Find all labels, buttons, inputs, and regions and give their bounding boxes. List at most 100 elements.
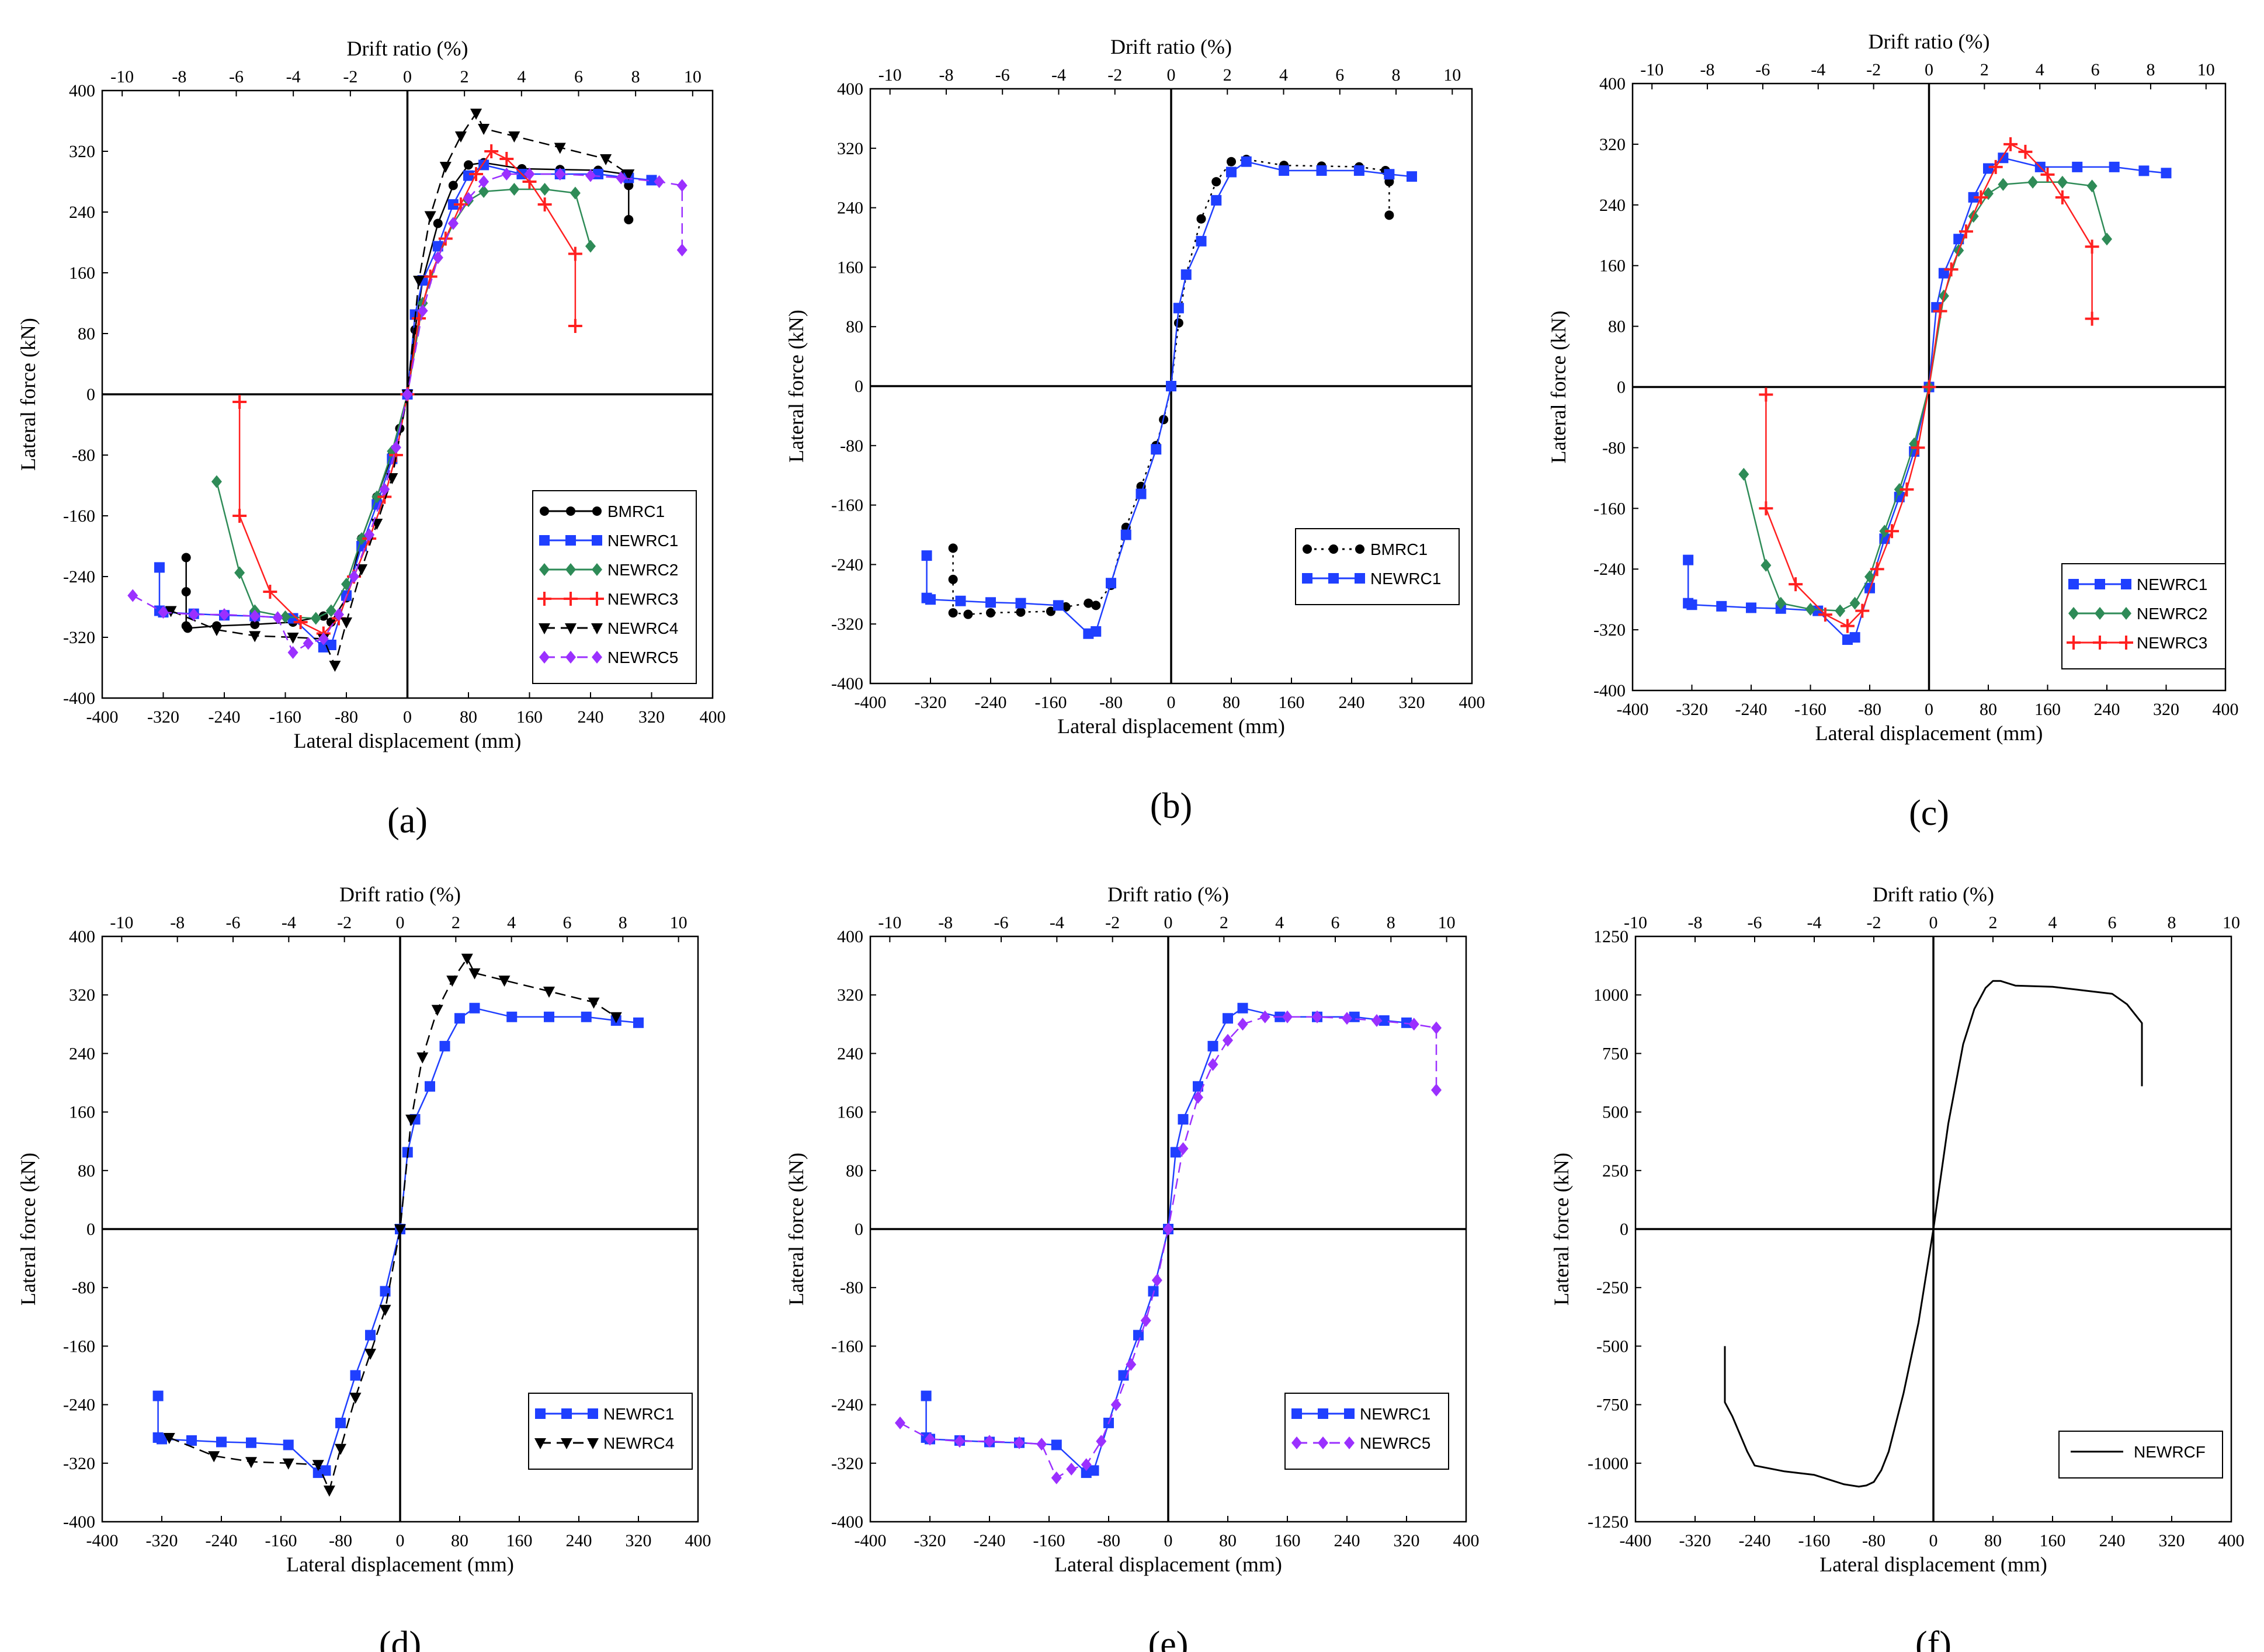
- x-tick-label: 240: [1339, 693, 1365, 712]
- data-point: [1342, 1012, 1352, 1025]
- legend-label: NEWRC5: [1360, 1434, 1430, 1452]
- y-tick-label: -80: [840, 1278, 863, 1297]
- data-point: [1959, 224, 1973, 239]
- legend-marker: [2095, 579, 2105, 589]
- x-tick-label: 400: [685, 1531, 711, 1550]
- x-tick-label: 0: [396, 1531, 405, 1550]
- data-point: [1279, 165, 1290, 176]
- data-point: [2057, 175, 2068, 189]
- legend-marker: [592, 506, 602, 516]
- legend: NEWRC1 NEWRC5: [1284, 1393, 1449, 1470]
- x2-tick-label: 10: [1438, 913, 1456, 932]
- data-point: [386, 473, 398, 484]
- data-point: [263, 585, 277, 599]
- y-tick-label: 0: [86, 385, 95, 404]
- y-tick-label: 400: [837, 927, 863, 946]
- data-point: [1894, 483, 1905, 496]
- x-tick-label: -400: [1620, 1531, 1652, 1550]
- legend-marker: [2068, 579, 2079, 589]
- chart-panel-6: -400 -320 -240 -160 -80 0 80 160 240 320 400-1250-…: [1550, 883, 2245, 1652]
- legend-marker: [2095, 607, 2105, 620]
- data-point: [2003, 137, 2018, 151]
- x2-tick-label: -8: [938, 913, 953, 932]
- series-line: [1765, 143, 2093, 627]
- y-tick-label: -80: [1602, 438, 1626, 457]
- x2-tick-label: 6: [574, 67, 583, 86]
- legend-marker: [1344, 1436, 1355, 1449]
- data-point: [478, 124, 490, 135]
- x2-axis-title: Drift ratio (%): [1110, 35, 1232, 58]
- data-point: [454, 131, 467, 143]
- x-tick-label: -400: [1617, 700, 1649, 719]
- data-point: [208, 1451, 220, 1463]
- y-tick-label: 400: [69, 81, 95, 100]
- x2-tick-label: -8: [1700, 60, 1715, 79]
- y-tick-label: 1250: [1593, 927, 1628, 946]
- y-tick-label: -320: [831, 1454, 863, 1473]
- data-point: [283, 1439, 294, 1450]
- data-point: [469, 167, 484, 181]
- legend-label: NEWRC1: [603, 1405, 674, 1423]
- x2-tick-label: 8: [2168, 913, 2176, 932]
- data-point: [985, 597, 996, 608]
- legend-marker: [539, 651, 550, 664]
- data-point: [1312, 1010, 1322, 1023]
- x-tick-label: 80: [451, 1531, 468, 1550]
- data-point: [955, 595, 966, 606]
- y-tick-label: -250: [1596, 1278, 1628, 1297]
- x2-tick-label: 10: [2197, 60, 2215, 79]
- x2-tick-label: -8: [1688, 913, 1703, 932]
- y-tick-label: 250: [1602, 1161, 1628, 1181]
- data-point: [463, 170, 474, 181]
- data-point: [469, 1002, 480, 1014]
- data-point: [1789, 577, 1803, 592]
- data-point: [210, 625, 223, 636]
- x-tick-label: 400: [1459, 693, 1485, 712]
- x-tick-label: -320: [1676, 700, 1708, 719]
- data-point: [216, 1436, 227, 1448]
- data-point: [1282, 1010, 1293, 1023]
- data-point: [581, 1011, 592, 1022]
- series-NEWRC5: [127, 168, 687, 659]
- y-tick-label: 0: [1617, 378, 1626, 397]
- data-point: [335, 1417, 346, 1428]
- legend-label: NEWRCF: [2134, 1443, 2206, 1461]
- x2-tick-label: 10: [684, 67, 702, 86]
- legend-marker: [2121, 579, 2131, 589]
- data-point: [585, 169, 596, 182]
- legend: BMRC1 NEWRC1 NEWRC2 NEWRC3 NEWRC4 NEWRC5: [532, 490, 697, 684]
- data-point: [416, 1052, 429, 1064]
- data-point: [1051, 1439, 1062, 1450]
- data-point: [1120, 529, 1131, 540]
- data-point: [624, 215, 634, 224]
- x-tick-label: 80: [1219, 1531, 1237, 1550]
- data-point: [181, 553, 191, 563]
- panel-label: (a): [387, 801, 428, 841]
- data-point: [1136, 488, 1147, 499]
- legend-marker: [2067, 636, 2081, 650]
- legend-marker: [565, 563, 576, 576]
- chart-panel-3: -400 -320 -240 -160 -80 0 80 160 240 320 400-400-3…: [1547, 30, 2239, 833]
- data-point: [2085, 240, 2099, 254]
- legend-marker: [590, 592, 604, 606]
- y-tick-label: -160: [831, 496, 863, 515]
- legend-label: NEWRC2: [2137, 605, 2207, 623]
- data-point: [1835, 604, 1846, 617]
- data-point: [1378, 1015, 1390, 1026]
- legend-marker: [1329, 544, 1338, 554]
- data-point: [1015, 598, 1026, 609]
- y-tick-label: 0: [855, 377, 863, 396]
- data-point: [1170, 1147, 1181, 1158]
- data-point: [163, 1432, 175, 1444]
- data-point: [925, 594, 936, 605]
- x2-tick-label: 0: [396, 913, 405, 932]
- data-point: [1178, 1114, 1189, 1125]
- data-point: [439, 1040, 450, 1051]
- x2-tick-label: -6: [1755, 60, 1770, 79]
- x2-tick-label: 0: [403, 67, 412, 86]
- legend-marker: [2121, 607, 2131, 620]
- x2-tick-label: -2: [337, 913, 352, 932]
- data-point: [1084, 598, 1093, 608]
- x2-tick-label: 2: [460, 67, 469, 86]
- x2-tick-label: 10: [1443, 65, 1461, 85]
